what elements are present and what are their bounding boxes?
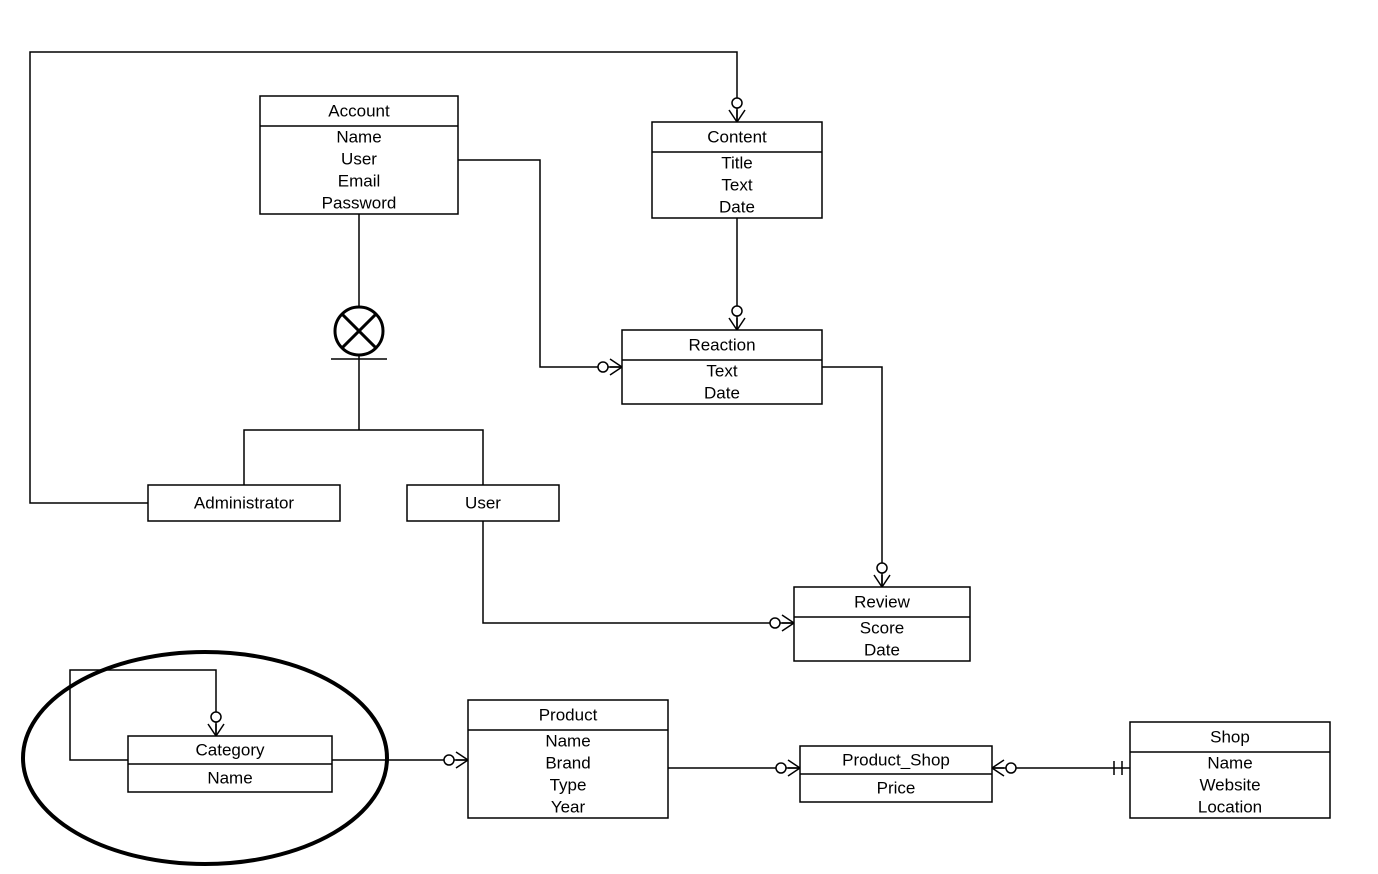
entity-review: Review Score Date — [794, 587, 970, 661]
entity-title: Product — [539, 705, 598, 724]
entity-attr: Email — [338, 171, 381, 190]
entity-content: Content Title Text Date — [652, 122, 822, 218]
entity-title: Review — [854, 592, 910, 611]
entity-title: Content — [707, 127, 767, 146]
entity-administrator: Administrator — [148, 485, 340, 521]
entity-attr: Name — [545, 731, 590, 750]
entity-title: Shop — [1210, 727, 1250, 746]
entity-attr: Name — [207, 768, 252, 787]
entity-reaction: Reaction Text Date — [622, 330, 822, 404]
entity-attr: Password — [322, 193, 397, 212]
entity-title: Administrator — [194, 493, 294, 512]
entity-attr: Price — [877, 778, 916, 797]
entity-title: Account — [328, 101, 390, 120]
entity-title: Category — [196, 740, 265, 759]
entity-attr: Date — [864, 640, 900, 659]
entity-product: Product Name Brand Type Year — [468, 700, 668, 818]
entity-attr: Date — [704, 383, 740, 402]
entity-attr: Score — [860, 618, 904, 637]
entity-attr: Name — [336, 127, 381, 146]
entity-account: Account Name User Email Password — [260, 96, 458, 214]
entity-product_shop: Product_Shop Price — [800, 746, 992, 802]
isa-symbol — [335, 307, 383, 355]
entity-attr: Year — [551, 797, 586, 816]
entity-attr: Text — [706, 361, 737, 380]
entity-attr: User — [341, 149, 377, 168]
entity-attr: Name — [1207, 753, 1252, 772]
entity-title: Product_Shop — [842, 750, 950, 769]
entity-attr: Website — [1199, 775, 1260, 794]
er-diagram-canvas: Account Name User Email Password Content Title… — [0, 0, 1378, 874]
entity-user: User — [407, 485, 559, 521]
entity-category: Category Name — [128, 736, 332, 792]
entity-attr: Text — [721, 175, 752, 194]
entity-shop: Shop Name Website Location — [1130, 722, 1330, 818]
entity-attr: Title — [721, 153, 753, 172]
entity-attr: Type — [550, 775, 587, 794]
entity-attr: Location — [1198, 797, 1262, 816]
entity-title: Reaction — [688, 335, 755, 354]
entity-attr: Brand — [545, 753, 590, 772]
entity-attr: Date — [719, 197, 755, 216]
entity-title: User — [465, 493, 501, 512]
